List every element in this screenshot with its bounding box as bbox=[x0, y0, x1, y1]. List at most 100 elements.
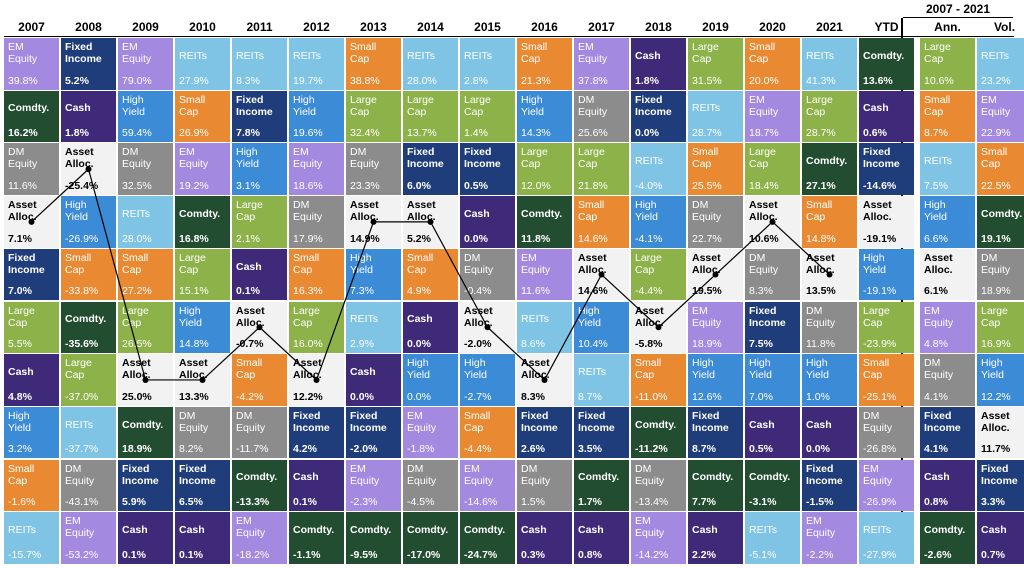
cell-label: Cash bbox=[692, 524, 718, 537]
cell-label: Comdty. bbox=[65, 313, 107, 326]
cell-label: Asset Alloc. bbox=[65, 146, 94, 171]
cell-label: Fixed Income bbox=[8, 251, 45, 276]
cell-comdty: Comdty. 18.9% bbox=[118, 406, 173, 459]
cell-label: DM Equity bbox=[179, 409, 209, 434]
cell-value: 2.6% bbox=[521, 443, 545, 456]
cell-label: DM Equity bbox=[749, 251, 779, 276]
cell-label: Cash bbox=[407, 313, 433, 326]
cell-small-cap: Small Cap -33.8% bbox=[61, 248, 116, 301]
column-header-2010: 2010 bbox=[189, 20, 216, 34]
cell-label: EM Equity bbox=[8, 41, 38, 65]
cell-label: Asset Alloc. bbox=[236, 304, 265, 329]
cell-fixed-income: Fixed Income -2.0% bbox=[346, 406, 401, 459]
cell-value: 28.7% bbox=[692, 127, 722, 140]
cell-label: REITs bbox=[806, 49, 835, 62]
column-header-2011: 2011 bbox=[246, 20, 273, 34]
cell-asset-alloc: Asset Alloc. 11.7% bbox=[977, 406, 1024, 459]
cell-value: 26.9% bbox=[179, 127, 209, 140]
cell-reits: REITs 19.7% bbox=[289, 38, 344, 90]
cell-comdty: Comdty. -3.1% bbox=[745, 459, 800, 512]
cell-label: EM Equity bbox=[350, 462, 380, 487]
cell-small-cap: Small Cap 14.8% bbox=[802, 196, 857, 248]
cell-reits: REITs 2.9% bbox=[346, 301, 401, 353]
cell-em-equity: EM Equity -26.9% bbox=[859, 459, 914, 512]
cell-value: 21.3% bbox=[521, 74, 551, 87]
cell-label: REITs bbox=[521, 313, 550, 326]
cell-label: Cash bbox=[578, 524, 604, 537]
cell-dm-equity: DM Equity 4.1% bbox=[920, 354, 975, 406]
cell-value: 16.9% bbox=[981, 338, 1011, 350]
cell-label: High Yield bbox=[981, 357, 1004, 382]
cell-dm-equity: DM Equity 22.7% bbox=[688, 196, 743, 248]
cell-fixed-income: Fixed Income 8.7% bbox=[688, 406, 743, 459]
cell-value: 25.5% bbox=[692, 179, 722, 192]
cell-label: DM Equity bbox=[521, 462, 551, 487]
cell-value: -15.7% bbox=[8, 548, 42, 561]
cell-em-equity: EM Equity 11.6% bbox=[517, 248, 572, 301]
cell-value: 0.8% bbox=[924, 496, 948, 509]
cell-label: Small Cap bbox=[863, 357, 890, 382]
cell-value: 4.8% bbox=[924, 338, 948, 350]
cell-label: EM Equity bbox=[65, 515, 95, 540]
cell-fixed-income: Fixed Income 7.0% bbox=[4, 248, 59, 301]
cell-em-equity: EM Equity 22.9% bbox=[977, 90, 1024, 143]
cell-high-yield: High Yield 14.3% bbox=[517, 90, 572, 143]
cell-value: 0.0% bbox=[806, 443, 830, 456]
cell-label: Asset Alloc. bbox=[521, 357, 550, 382]
cell-comdty: Comdty. -24.7% bbox=[460, 512, 515, 564]
cell-asset-alloc: Asset Alloc. -5.8% bbox=[631, 301, 686, 353]
cell-label: Large Cap bbox=[981, 304, 1008, 329]
cell-label: Cash bbox=[122, 524, 148, 537]
cell-label: High Yield bbox=[407, 357, 430, 382]
cell-value: -11.0% bbox=[635, 390, 668, 403]
cell-label: High Yield bbox=[8, 409, 31, 434]
cell-value: 18.7% bbox=[749, 127, 779, 140]
cell-reits: REITs 8.3% bbox=[232, 38, 287, 90]
cell-label: Comdty. bbox=[806, 155, 848, 168]
cell-small-cap: Small Cap -4.2% bbox=[232, 354, 287, 406]
cell-value: 28.7% bbox=[806, 127, 836, 140]
cell-cash: Cash 1.8% bbox=[631, 38, 686, 90]
cell-cash: Cash 0.1% bbox=[118, 512, 173, 564]
cell-value: 11.8% bbox=[806, 338, 835, 350]
cell-value: 11.6% bbox=[521, 285, 550, 298]
cell-value: -24.7% bbox=[464, 548, 498, 561]
cell-label: Asset Alloc. bbox=[924, 251, 953, 276]
cell-asset-alloc: Asset Alloc. 13.5% bbox=[802, 248, 857, 301]
cell-value: -4.1% bbox=[635, 232, 663, 245]
cell-high-yield: High Yield 0.0% bbox=[403, 354, 458, 406]
cell-label: Comdty. bbox=[236, 471, 278, 484]
cell-value: 8.2% bbox=[179, 443, 203, 456]
cell-value: 19.5% bbox=[692, 285, 722, 298]
cell-value: 8.7% bbox=[924, 127, 948, 140]
cell-value: 0.0% bbox=[350, 390, 374, 403]
cell-value: 8.3% bbox=[749, 285, 773, 298]
cell-value: 23.3% bbox=[350, 179, 380, 192]
cell-value: 8.7% bbox=[692, 443, 716, 456]
cell-label: Comdty. bbox=[635, 418, 677, 431]
cell-label: Comdty. bbox=[863, 49, 905, 62]
cell-label: Fixed Income bbox=[692, 409, 729, 434]
column-header-2008: 2008 bbox=[75, 20, 102, 34]
cell-small-cap: Small Cap -25.1% bbox=[859, 354, 914, 406]
cell-value: 0.0% bbox=[407, 338, 431, 350]
cell-value: 18.9% bbox=[981, 285, 1011, 298]
cell-label: DM Equity bbox=[806, 304, 836, 329]
cell-label: REITs bbox=[407, 49, 436, 62]
cell-value: -2.0% bbox=[464, 338, 492, 350]
cell-value: 6.1% bbox=[924, 285, 948, 298]
cell-value: 22.5% bbox=[981, 179, 1011, 192]
cell-value: 22.7% bbox=[692, 232, 722, 245]
cell-label: REITs bbox=[692, 102, 721, 115]
cell-large-cap: Large Cap -4.4% bbox=[631, 248, 686, 301]
column-header-2018: 2018 bbox=[645, 20, 672, 34]
cell-value: 7.5% bbox=[749, 338, 773, 350]
cell-label: Comdty. bbox=[407, 524, 449, 537]
cell-label: Asset Alloc. bbox=[407, 199, 436, 224]
cell-dm-equity: DM Equity -26.8% bbox=[859, 406, 914, 459]
cell-label: DM Equity bbox=[863, 409, 893, 434]
cell-comdty: Comdty. -17.0% bbox=[403, 512, 458, 564]
cell-label: Large Cap bbox=[863, 304, 890, 329]
cell-high-yield: High Yield 6.6% bbox=[920, 196, 975, 248]
cell-label: EM Equity bbox=[924, 304, 954, 329]
